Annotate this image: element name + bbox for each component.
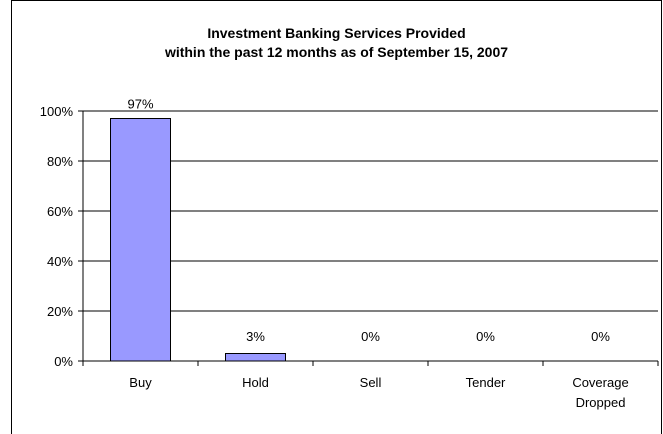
data-label: 97% (127, 97, 153, 112)
x-category-label: Buy (129, 375, 152, 390)
data-label: 0% (591, 329, 610, 344)
chart-title-line-1: Investment Banking Services Provided (207, 25, 466, 41)
x-category-label: Dropped (576, 395, 626, 410)
y-tick-label: 80% (47, 154, 73, 169)
bar (225, 353, 286, 362)
x-category-label: Hold (242, 375, 269, 390)
data-label: 0% (361, 329, 380, 344)
x-category-label: Coverage (572, 375, 628, 390)
y-tick-label: 60% (47, 204, 73, 219)
chart-title: Investment Banking Services Provided wit… (11, 24, 662, 62)
y-tick-label: 100% (40, 104, 74, 119)
x-category-label: Tender (466, 375, 506, 390)
bar (110, 118, 171, 362)
x-category-label: Sell (360, 375, 382, 390)
chart-title-line-2: within the past 12 months as of Septembe… (164, 44, 509, 60)
data-label: 3% (246, 329, 265, 344)
y-tick-label: 20% (47, 304, 73, 319)
y-tick-label: 40% (47, 254, 73, 269)
y-tick-label: 0% (54, 354, 73, 369)
data-label: 0% (476, 329, 495, 344)
